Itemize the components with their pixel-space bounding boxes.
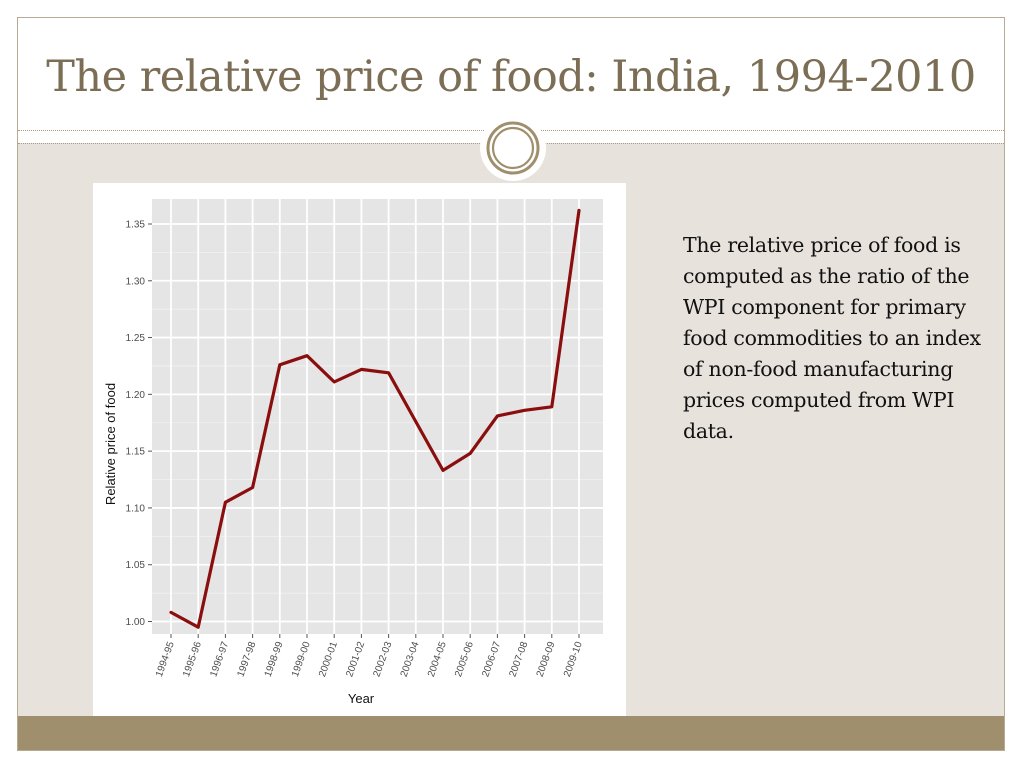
- x-tick-label: 1995-96: [181, 640, 204, 679]
- chart-panel: 1.00 1.05 1.10 1.15 1.20 1.25 1.30 1.35 1994-95…: [93, 183, 626, 716]
- x-tick-label: 2006-07: [480, 640, 503, 679]
- x-tick-label: 1996-97: [208, 640, 231, 679]
- y-tick-label: 1.05: [126, 560, 146, 571]
- y-tick-label: 1.00: [126, 617, 146, 628]
- x-tick-label: 2008-09: [535, 640, 558, 679]
- y-tick-label: 1.35: [126, 219, 146, 230]
- x-tick-label: 1994-95: [154, 640, 177, 679]
- plot-background: [152, 199, 603, 634]
- slide-title: The relative price of food: India, 1994-…: [46, 52, 976, 102]
- x-tick-label: 1997-98: [236, 640, 259, 679]
- x-tick-label: 1998-99: [263, 640, 286, 679]
- x-axis: 1994-95 1995-96 1996-97 1997-98 1998-99 1999-…: [154, 634, 585, 679]
- caption-text: The relative price of food is computed a…: [683, 233, 981, 443]
- major-grid: [152, 199, 603, 634]
- x-tick-label: 2003-04: [399, 640, 422, 679]
- y-tick-label: 1.10: [126, 503, 146, 514]
- footer-band: [18, 716, 1004, 750]
- x-axis-label: Year: [348, 691, 375, 706]
- series-line: [169, 208, 581, 629]
- x-tick-label: 2007-08: [508, 640, 531, 679]
- y-axis-label: Relative price of food: [103, 383, 118, 505]
- y-axis: 1.00 1.05 1.10 1.15 1.20 1.25 1.30 1.35: [126, 219, 152, 628]
- y-tick-label: 1.20: [126, 390, 146, 401]
- x-tick-label: 2001-02: [344, 640, 367, 679]
- circle-ornament-icon: [480, 115, 546, 181]
- x-tick-label: 2009-10: [562, 640, 585, 679]
- line-chart: 1.00 1.05 1.10 1.15 1.20 1.25 1.30 1.35 1994-95…: [103, 199, 603, 706]
- x-tick-label: 1999-00: [290, 640, 313, 679]
- y-tick-label: 1.30: [126, 276, 146, 287]
- minor-grid: [152, 251, 603, 594]
- x-tick-label: 2004-05: [426, 640, 449, 679]
- x-tick-label: 2002-03: [372, 640, 395, 679]
- x-tick-label: 2000-01: [317, 640, 340, 679]
- x-tick-label: 2005-06: [453, 640, 476, 679]
- y-tick-label: 1.15: [126, 447, 146, 458]
- y-tick-label: 1.25: [126, 333, 146, 344]
